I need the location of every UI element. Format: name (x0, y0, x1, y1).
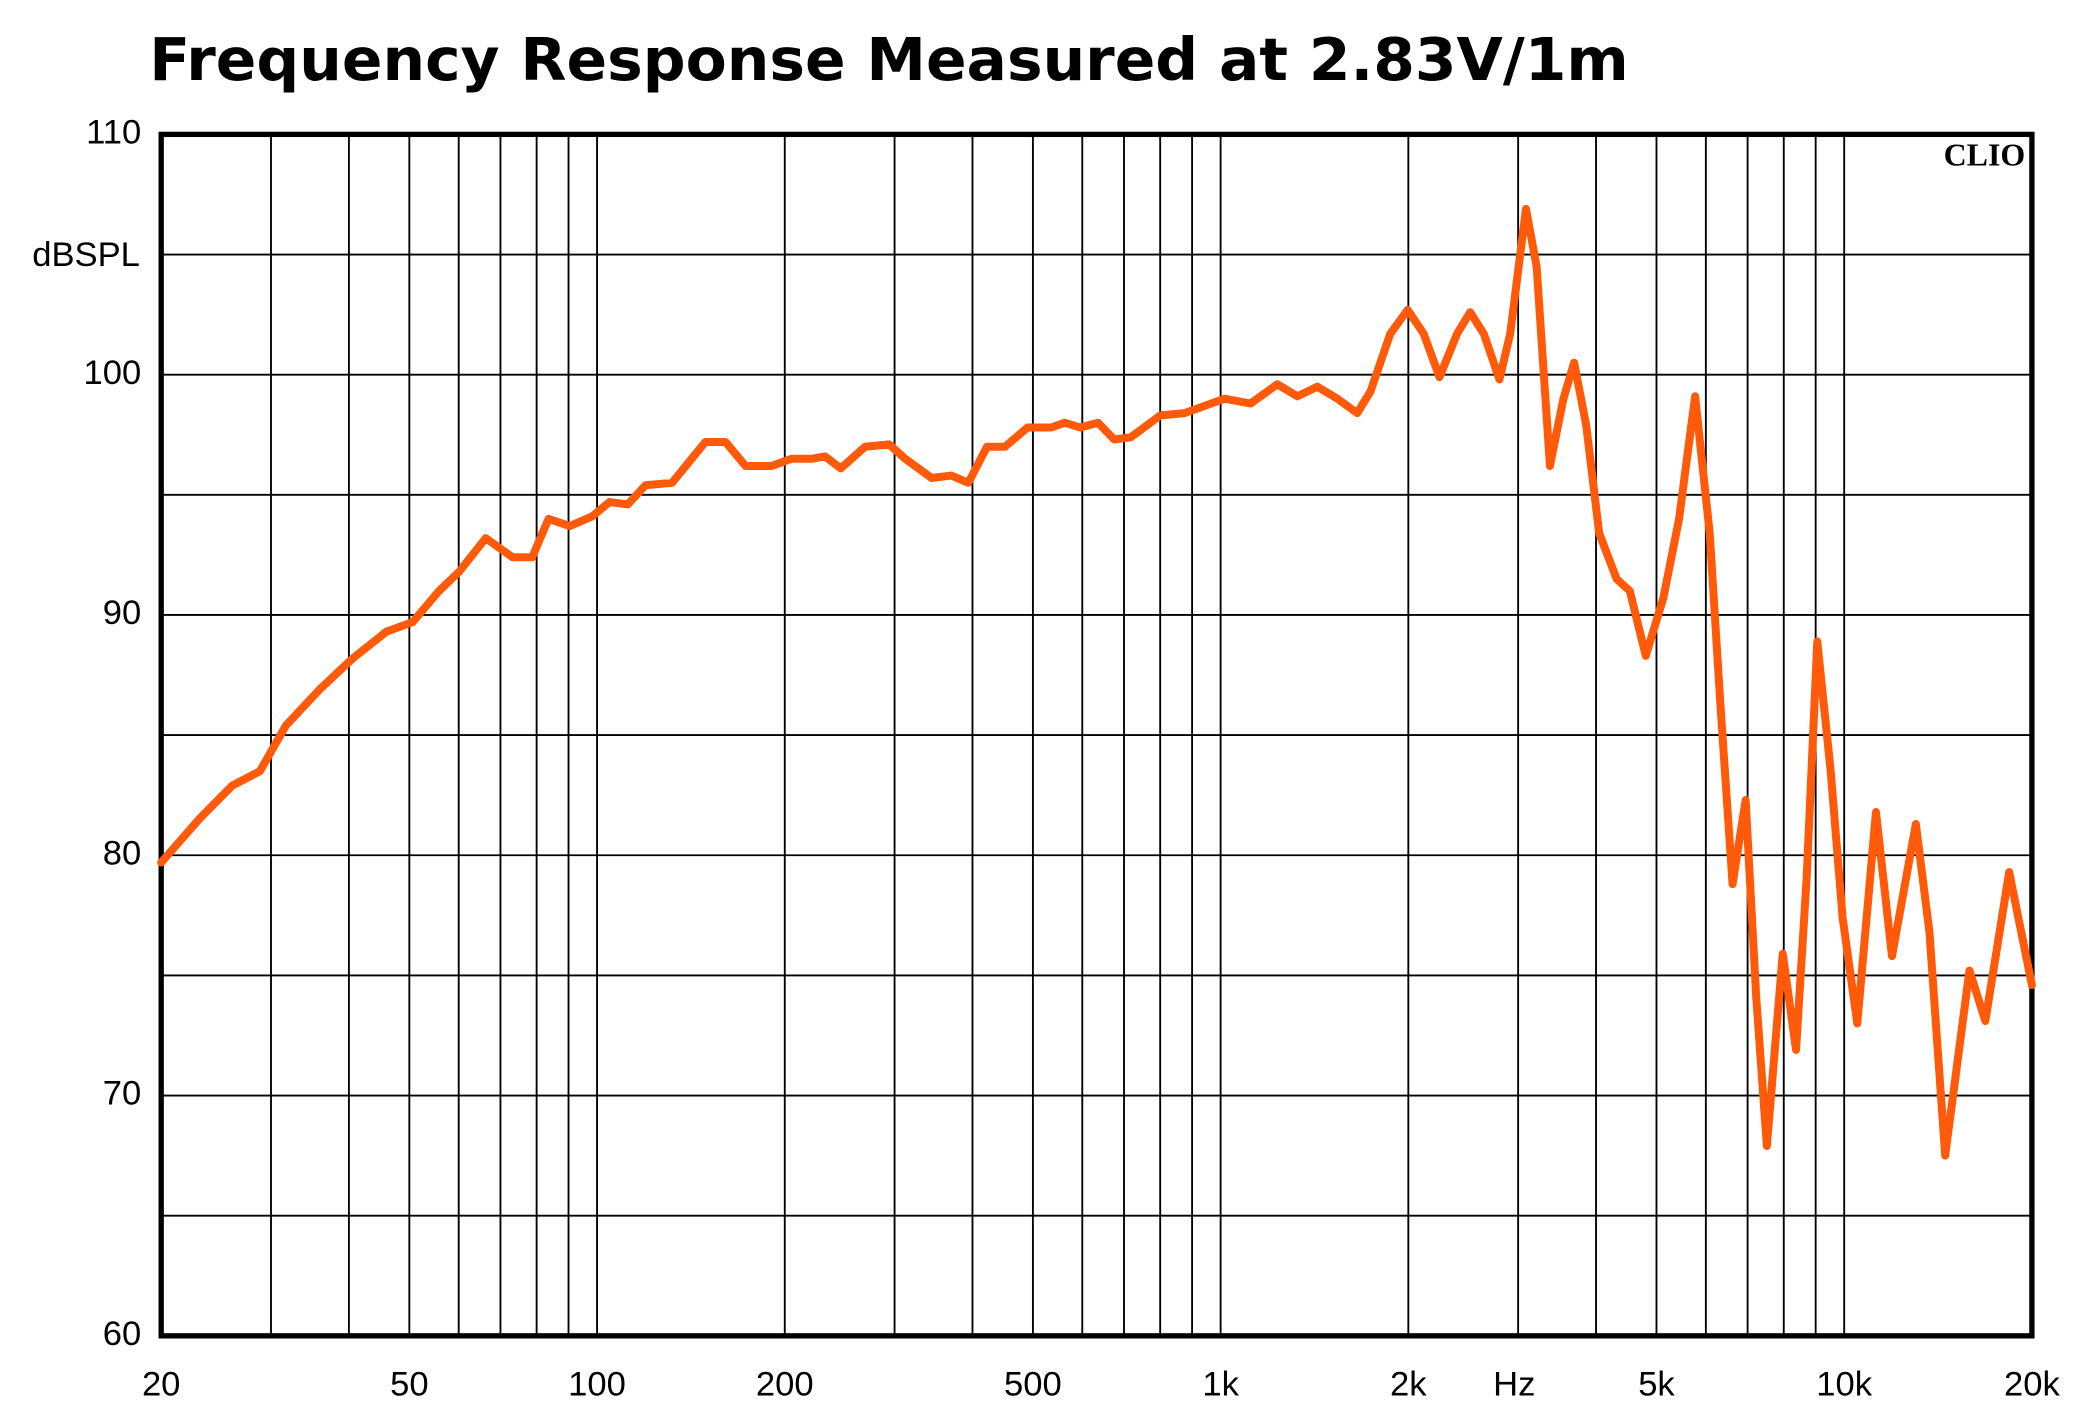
chart-title: Frequency Response Measured at 2.83V/1m (149, 26, 1629, 94)
x-tick-label: 500 (1004, 1366, 1062, 1404)
x-tick-label: 20k (2004, 1366, 2060, 1404)
y-tick-label: 110 (86, 114, 141, 152)
x-tick-label: 1k (1202, 1366, 1239, 1404)
annotation: CLIO (1944, 138, 2026, 173)
plot-frame (158, 131, 2035, 1339)
x-tick-label: 10k (1816, 1366, 1872, 1404)
x-tick-label: 50 (390, 1366, 428, 1404)
x-tick-label: 100 (568, 1366, 626, 1404)
y-axis-label: dBSPL (32, 236, 140, 274)
x-tick-label: 2k (1390, 1366, 1427, 1404)
x-tick-label: 200 (756, 1366, 814, 1404)
x-tick-label: 20 (142, 1366, 180, 1404)
y-tick-label: 60 (103, 1315, 141, 1353)
x-tick-label: 5k (1638, 1366, 1675, 1404)
y-tick-label: 80 (103, 834, 141, 872)
y-tick-label: 100 (84, 354, 142, 392)
y-tick-label: 70 (103, 1075, 141, 1113)
x-axis-label: Hz (1493, 1366, 1535, 1404)
y-tick-label: 90 (103, 594, 141, 632)
data-line (157, 204, 2036, 1160)
